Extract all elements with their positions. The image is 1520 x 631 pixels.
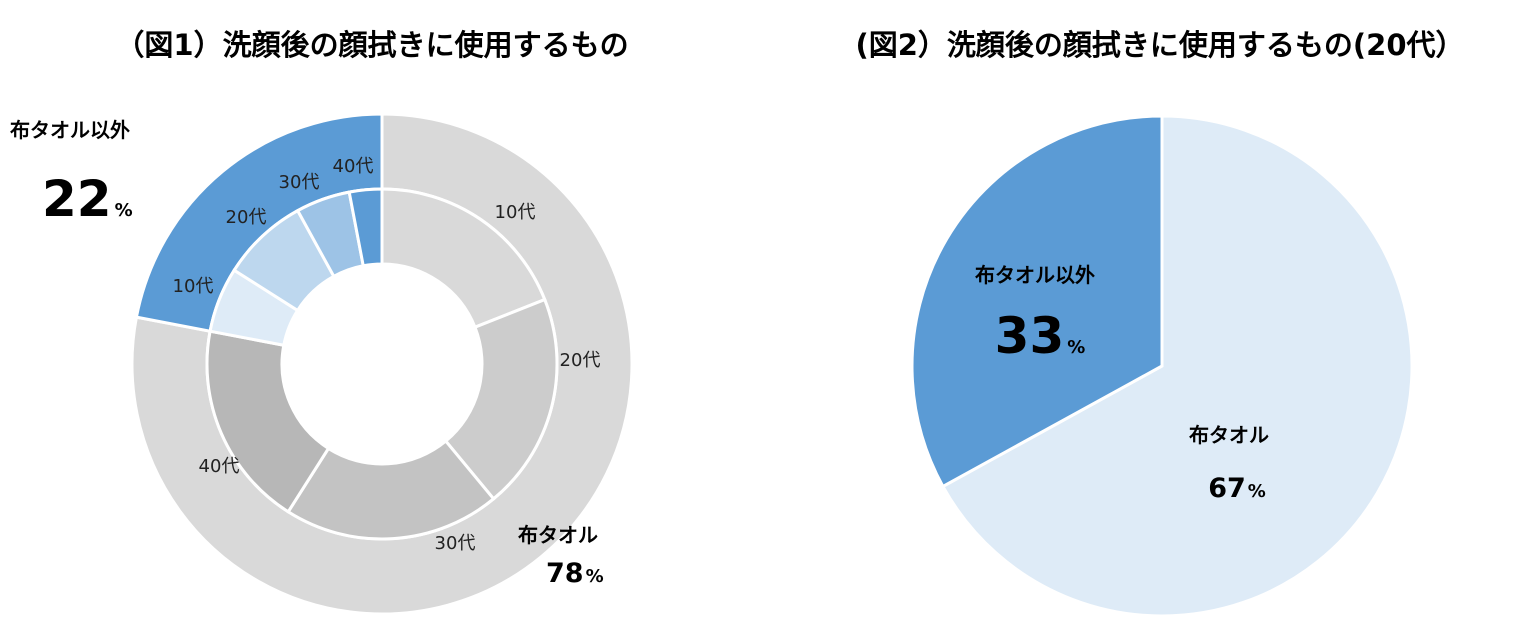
chart2-other-label: 布タオル以外 xyxy=(975,263,1095,287)
chart2-other-value-number: 33 xyxy=(995,307,1065,365)
chart1-inner-label: 10代 xyxy=(495,202,536,223)
chart1-inner-label: 10代 xyxy=(173,276,214,297)
chart1-inner-label: 20代 xyxy=(226,207,267,228)
chart1-other-value-unit: % xyxy=(115,200,133,221)
chart2-slice xyxy=(910,114,1164,489)
chart1-other-value: 22% xyxy=(42,170,133,228)
chart1-inner-label: 20代 xyxy=(560,350,601,371)
chart2-slice xyxy=(940,114,1414,618)
chart1-title: （図1）洗顔後の顔拭きに使用するもの xyxy=(115,28,628,62)
chart1-inner-label: 40代 xyxy=(333,156,374,177)
chart2-towel-value-unit: % xyxy=(1248,481,1266,502)
chart1-towel-label: 布タオル xyxy=(518,523,598,547)
chart1-inner-label: 30代 xyxy=(279,172,320,193)
chart1-other-value-number: 22 xyxy=(42,170,112,228)
chart2-towel-value: 67% xyxy=(1208,473,1266,504)
chart1-towel-value-number: 78 xyxy=(546,558,584,589)
chart1-other-label: 布タオル以外 xyxy=(10,118,130,142)
chart2-towel-value-number: 67 xyxy=(1208,473,1246,504)
chart1-inner-label: 40代 xyxy=(199,456,240,477)
chart2-title: (図2）洗顔後の顔拭きに使用するもの(20代） xyxy=(855,28,1464,62)
chart1-inner-label: 30代 xyxy=(435,533,476,554)
chart1-towel-value-unit: % xyxy=(586,566,604,587)
chart2-other-value-unit: % xyxy=(1067,337,1085,358)
chart1-inner-slice xyxy=(347,187,384,268)
chart1-towel-value: 78% xyxy=(546,558,604,589)
chart2-towel-label: 布タオル xyxy=(1189,423,1269,447)
chart2-other-value: 33% xyxy=(995,307,1086,365)
